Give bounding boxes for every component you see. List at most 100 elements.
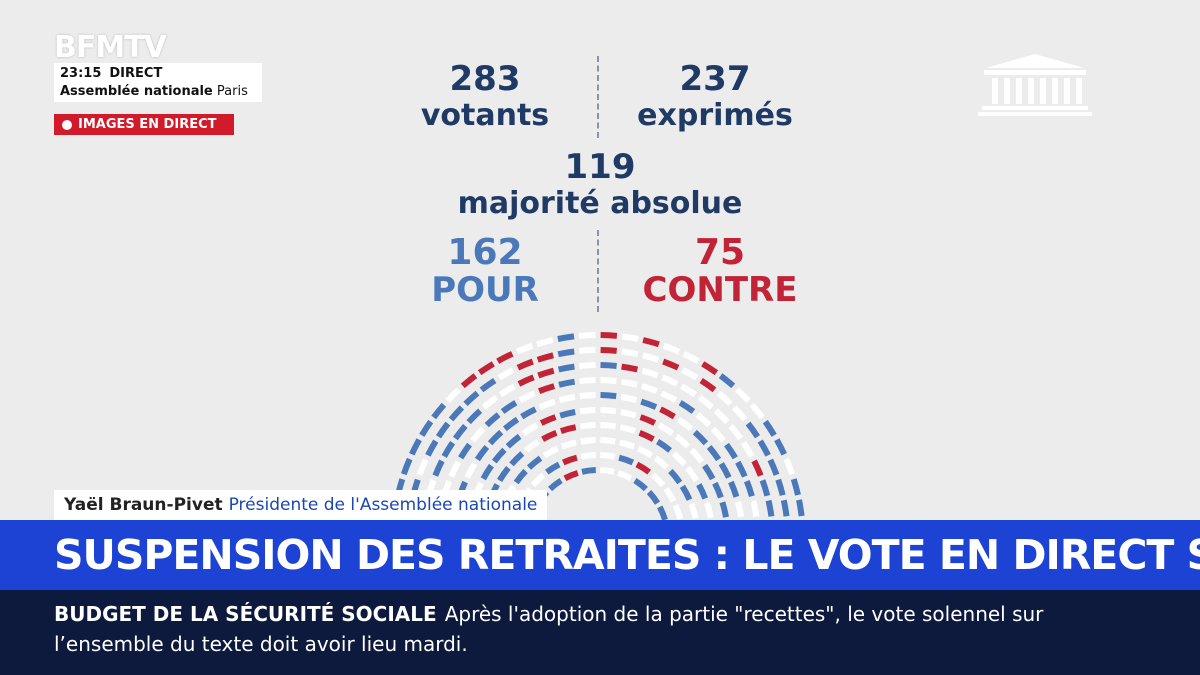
hemicycle-seat xyxy=(579,407,596,415)
hemicycle-seat xyxy=(790,478,801,496)
hemicycle-seat xyxy=(679,484,693,501)
hemicycle-seat xyxy=(509,451,525,467)
hemicycle-seat xyxy=(734,500,745,518)
hemicycle-seat xyxy=(524,439,540,453)
hemicycle-seat xyxy=(425,439,439,457)
hemicycle-seat xyxy=(458,442,472,460)
majorite-label: majorité absolue xyxy=(457,186,743,221)
hemicycle-seat xyxy=(416,458,429,476)
hemicycle-seat xyxy=(638,430,655,442)
hemicycle-seat xyxy=(774,438,787,456)
hemicycle-seat xyxy=(526,455,543,470)
hemicycle-seat xyxy=(419,419,434,437)
hemicycle-seat xyxy=(657,505,668,521)
hemicycle-seat xyxy=(557,333,575,342)
speaker-name-strip: Yaël Braun-Pivet Présidente de l'Assembl… xyxy=(54,490,548,520)
hemicycle-seat xyxy=(659,406,676,420)
hemicycle-seat xyxy=(695,412,712,428)
hemicycle-seat xyxy=(642,352,660,363)
hemicycle-seat xyxy=(600,362,617,369)
votants-stat: 283 votants xyxy=(410,60,560,134)
hemicycle-seat xyxy=(560,439,577,450)
hemicycle-seat xyxy=(578,332,596,339)
hemicycle-seat xyxy=(448,405,465,422)
hemicycle-seat xyxy=(735,387,751,403)
exprimes-label: exprimés xyxy=(637,98,793,133)
exprimes-value: 237 xyxy=(679,59,751,99)
hemicycle-seat xyxy=(558,378,576,388)
hemicycle-seat xyxy=(681,367,699,381)
hemicycle-seat xyxy=(466,408,483,425)
hemicycle-seat xyxy=(561,454,578,466)
headline-text: SUSPENSION DES RETRAITES : LE VOTE EN DI… xyxy=(54,531,1200,579)
pour-stat: 162 POUR xyxy=(410,234,560,309)
contre-label: CONTRE xyxy=(642,270,798,310)
news-ticker: BUDGET DE LA SÉCURITÉ SOCIALE Après l'ado… xyxy=(0,590,1200,675)
hemicycle-seat xyxy=(621,333,639,342)
location-row: Assemblée nationale Paris xyxy=(60,84,256,99)
hemicycle-seat xyxy=(662,358,680,371)
hemicycle-seat xyxy=(484,412,501,428)
hemicycle-seat xyxy=(600,467,615,475)
hemicycle-seat xyxy=(542,445,559,459)
hemicycle-seat xyxy=(541,430,558,442)
votants-value: 283 xyxy=(449,59,521,99)
live-label: DIRECT xyxy=(109,66,163,81)
hemicycle-seat xyxy=(579,392,596,400)
hemicycle-seat xyxy=(600,332,618,339)
hemicycle-seat xyxy=(400,457,413,476)
hemicycle-seat xyxy=(537,367,555,379)
hemicycle-seat xyxy=(749,402,765,420)
hemicycle-seat xyxy=(676,416,694,432)
hemicycle-seat xyxy=(640,383,659,394)
hemicycle-seat xyxy=(660,390,678,403)
images-live-label: IMAGES EN DIRECT xyxy=(78,117,217,132)
hemicycle-seat xyxy=(536,352,554,363)
hemicycle-seat xyxy=(497,466,511,482)
hemicycle-seat xyxy=(491,447,507,464)
hemicycle-seat xyxy=(702,463,716,481)
hemicycle-seat xyxy=(548,477,563,492)
hemicycle-seat xyxy=(656,439,672,453)
hemicycle-seat xyxy=(706,444,722,462)
hemicycle-seat xyxy=(685,466,699,482)
hemicycle-seat xyxy=(697,394,715,410)
hemicycle-seat xyxy=(579,422,596,430)
hemicycle-seat xyxy=(517,374,535,387)
hemicycle-seat xyxy=(600,452,616,460)
hemicycle-seat xyxy=(480,463,494,481)
hemicycle-seat xyxy=(696,483,708,500)
hemicycle-seat xyxy=(536,337,554,348)
hemicycle-seat xyxy=(432,459,445,477)
speaker-title: Présidente de l'Assemblée nationale xyxy=(228,495,538,515)
hemicycle-seat xyxy=(744,479,755,498)
majorite-value: 119 xyxy=(564,147,636,187)
hemicycle-seat xyxy=(680,383,697,398)
contre-stat: 75 CONTRE xyxy=(620,234,820,310)
hemicycle-seat xyxy=(637,445,654,459)
ticker-kicker: BUDGET DE LA SÉCURITÉ SOCIALE xyxy=(54,602,437,626)
hemicycle-seat xyxy=(600,422,617,430)
hemicycle-seat xyxy=(699,377,717,393)
hemicycle-seat xyxy=(678,400,696,414)
hemicycle-seat xyxy=(663,486,677,503)
hemicycle-seat xyxy=(745,421,761,439)
assembly-building-icon xyxy=(978,54,1092,116)
hemicycle-seat xyxy=(621,348,639,358)
results-divider-top xyxy=(597,56,599,138)
hemicycle-seat xyxy=(718,373,736,389)
hemicycle-seat xyxy=(557,348,575,358)
hemicycle-seat xyxy=(600,377,617,385)
hemicycle-seat xyxy=(662,342,681,355)
hemicycle-seat xyxy=(689,447,705,464)
hemicycle-seat xyxy=(448,460,461,478)
hemicycle-seat xyxy=(544,461,561,475)
hemicycle-seat xyxy=(710,426,726,443)
hemicycle-seat xyxy=(620,378,638,388)
hemicycle-seat xyxy=(661,374,679,387)
hemicycle-seat xyxy=(500,400,518,414)
hemicycle-seat xyxy=(620,393,638,404)
hemicycle-seat xyxy=(765,499,775,517)
hemicycle-seat xyxy=(718,462,732,479)
